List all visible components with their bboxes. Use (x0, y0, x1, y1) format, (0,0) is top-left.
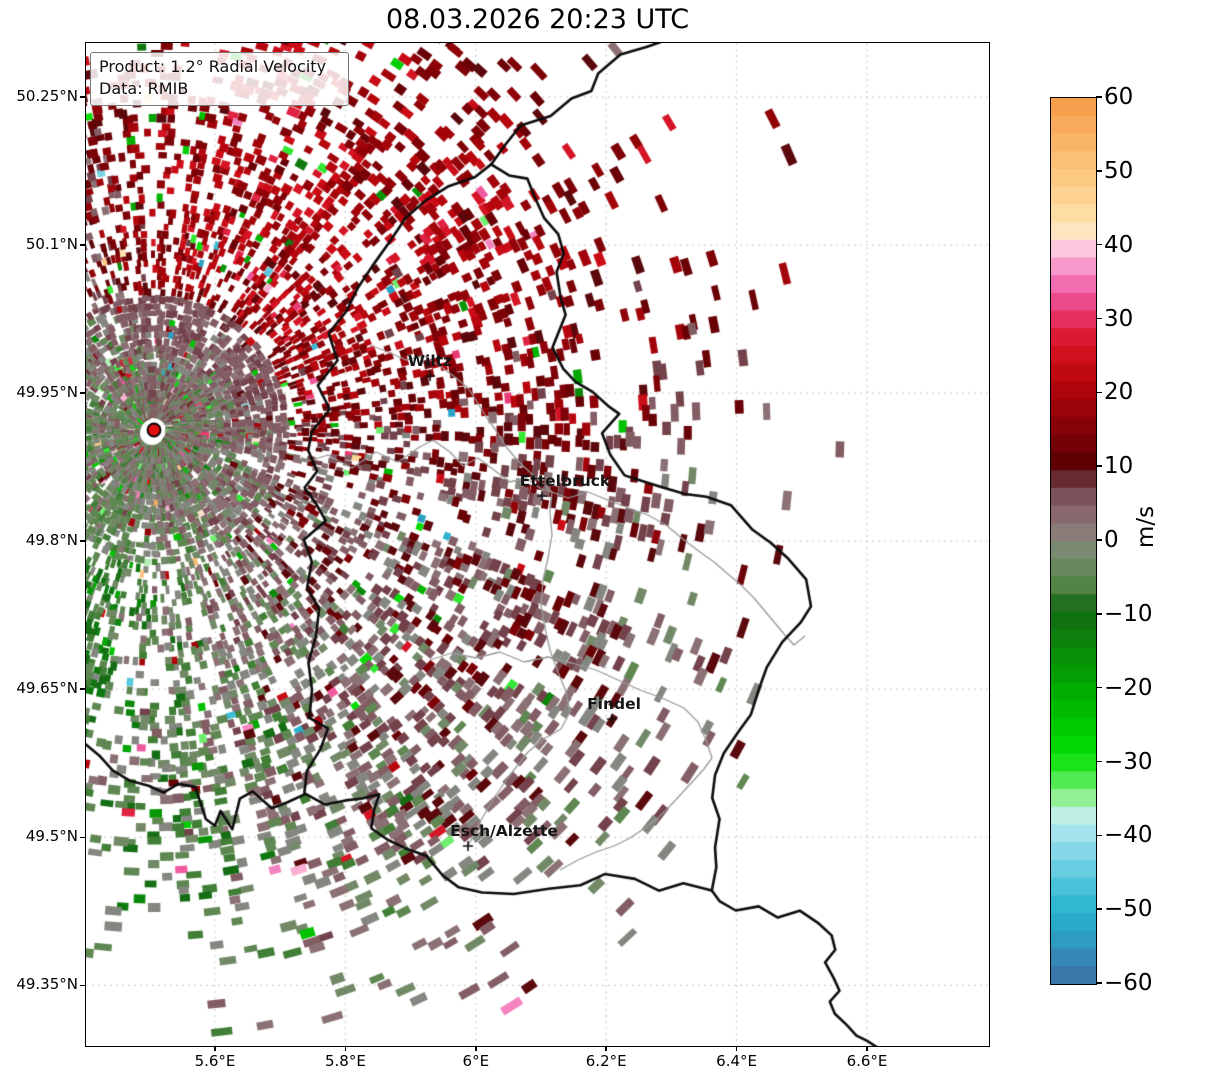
y-tick-label: 49.35°N (16, 975, 78, 994)
colorbar-unit-label: m/s (1133, 505, 1159, 549)
x-tick-label: 5.6°E (194, 1052, 236, 1070)
x-tick-label: 6°E (462, 1052, 490, 1070)
product-legend: Product: 1.2° Radial Velocity Data: RMIB (90, 52, 349, 106)
colorbar-tick-mark (1096, 96, 1102, 98)
x-tick-label: 6.2°E (585, 1052, 627, 1070)
colorbar-tick-label: 50 (1104, 157, 1134, 184)
colorbar (1050, 97, 1097, 985)
colorbar-tick-label: −40 (1104, 822, 1153, 849)
colorbar-tick-label: −30 (1104, 748, 1153, 775)
y-tick-label: 49.95°N (16, 383, 78, 402)
colorbar-tick-mark (1096, 760, 1102, 763)
radar-map-canvas (86, 43, 989, 1046)
x-tick-mark (344, 1046, 347, 1051)
legend-data-line: Data: RMIB (99, 79, 189, 98)
colorbar-tick-label: 0 (1104, 527, 1119, 553)
colorbar-tick-label: −50 (1104, 896, 1153, 923)
city-label: Ettelbruck (519, 472, 611, 490)
city-label: Findel (587, 695, 641, 713)
x-tick-mark (866, 1046, 868, 1051)
y-tick-label: 49.65°N (16, 679, 78, 698)
y-tick-mark (80, 688, 85, 690)
colorbar-tick-mark (1096, 686, 1102, 689)
city-label: Wiltz (407, 352, 453, 370)
colorbar-tick-mark (1096, 391, 1102, 394)
legend-product-line: Product: 1.2° Radial Velocity (99, 57, 327, 76)
colorbar-tick-mark (1096, 613, 1102, 615)
y-tick-label: 49.8°N (25, 531, 78, 550)
y-tick-mark (80, 244, 85, 246)
y-tick-mark (80, 392, 85, 394)
colorbar-tick-mark (1096, 982, 1102, 984)
x-tick-mark (735, 1046, 738, 1051)
colorbar-tick-label: 40 (1104, 231, 1134, 258)
colorbar-tick-label: 10 (1104, 453, 1134, 480)
y-tick-label: 50.1°N (25, 235, 78, 254)
x-tick-label: 6.4°E (716, 1052, 758, 1070)
colorbar-tick-label: 20 (1104, 379, 1134, 406)
y-tick-mark (80, 836, 85, 838)
figure-title: 08.03.2026 20:23 UTC (385, 4, 690, 35)
colorbar-tick-mark (1096, 539, 1102, 541)
colorbar-tick-mark (1096, 170, 1102, 172)
x-tick-mark (605, 1046, 607, 1051)
colorbar-tick-mark (1096, 243, 1102, 246)
x-tick-label: 5.8°E (324, 1052, 366, 1070)
y-tick-label: 49.5°N (25, 827, 78, 846)
map-plot: Product: 1.2° Radial Velocity Data: RMIB… (85, 42, 990, 1047)
y-tick-mark (80, 540, 85, 542)
y-tick-mark (80, 96, 85, 98)
x-tick-label: 6.6°E (846, 1052, 888, 1070)
colorbar-tick-label: −60 (1104, 970, 1153, 996)
colorbar-tick-mark (1096, 908, 1102, 910)
colorbar-tick-label: 30 (1104, 305, 1134, 332)
colorbar-tick-mark (1096, 465, 1102, 467)
x-tick-mark (214, 1046, 216, 1051)
y-tick-label: 50.25°N (16, 87, 78, 105)
y-tick-mark (80, 984, 85, 987)
colorbar-tick-label: −20 (1104, 674, 1153, 701)
colorbar-tick-mark (1096, 317, 1102, 320)
city-label: Esch/Alzette (450, 822, 558, 840)
colorbar-tick-label: −10 (1104, 600, 1153, 627)
colorbar-tick-mark (1096, 834, 1102, 837)
colorbar-tick-label: 60 (1104, 84, 1134, 110)
x-tick-mark (475, 1046, 477, 1051)
